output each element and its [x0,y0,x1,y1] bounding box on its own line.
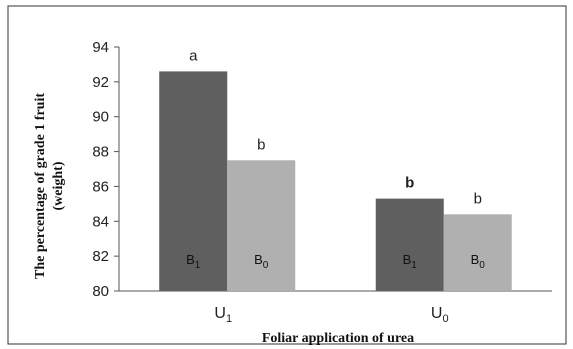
significance-label: a [189,47,198,64]
x-category-label: U0 [431,305,449,325]
bar-B0-U1 [227,160,296,291]
y-axis-title: The percentage of grade 1 fruit (weight) [33,93,66,279]
bar-series-label-base: B [254,252,263,267]
y-axis-title-line-2: (weight) [51,161,66,210]
chart-border [7,5,567,345]
y-tick-label: 82 [92,248,109,265]
y-axis-title-line-1: The percentage of grade 1 fruit [33,93,48,279]
bar-series-label-base: B [403,252,412,267]
bar-series-label-subscript: 0 [263,260,269,271]
x-category-label-subscript: 0 [442,313,448,325]
bar-series-label-base: B [471,252,480,267]
bar-series-label-subscript: 1 [411,260,417,271]
bar-B0-U0 [443,214,512,291]
y-tick-label: 90 [92,109,109,126]
significance-label: b [257,136,265,153]
x-category-label-subscript: 1 [226,313,232,325]
bar-B1-U0 [375,198,444,291]
significance-label: b [405,175,414,192]
bar-B1-U1 [159,71,228,292]
bar-series-label: B1 [403,252,418,271]
y-tick-label: 86 [92,178,109,195]
x-category-label-base: U [214,305,226,322]
y-tick-label: 94 [92,39,109,56]
y-tick-label: 88 [92,144,109,161]
bar-series-label-base: B [186,252,195,267]
x-category-label-base: U [431,305,443,322]
bar-series-label: B1 [186,252,201,271]
y-tick-label: 92 [92,74,109,91]
bar-series-label: B0 [254,252,269,271]
significance-label: b [474,190,482,207]
y-tick-label: 84 [92,213,109,230]
bar-series-label: B0 [471,252,486,271]
x-axis-title: Foliar application of urea [262,331,414,346]
bar-series-label-subscript: 0 [479,260,485,271]
bar-series-label-subscript: 1 [195,260,201,271]
x-category-label: U1 [214,305,232,325]
y-tick-label: 80 [92,283,109,300]
